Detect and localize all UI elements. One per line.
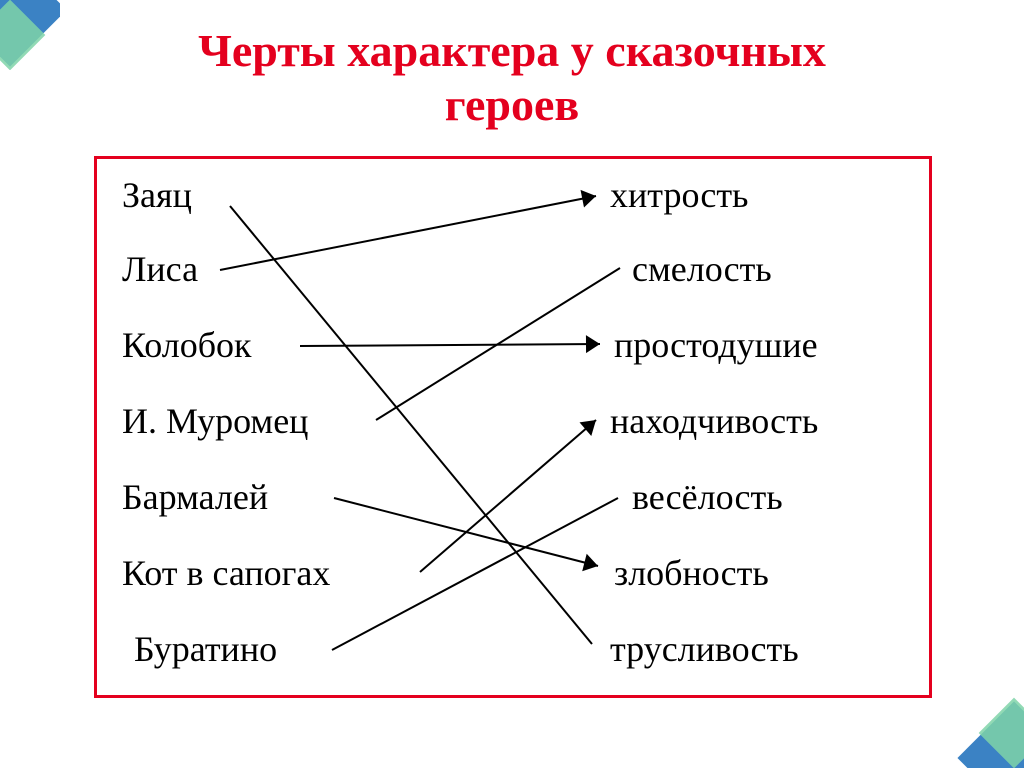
left-item: Кот в сапогах xyxy=(122,552,330,594)
right-item: хитрость xyxy=(610,174,748,216)
slide-title: Черты характера у сказочныхгероев xyxy=(0,24,1024,132)
left-item: Лиса xyxy=(122,248,198,290)
left-item: Колобок xyxy=(122,324,252,366)
left-item: Заяц xyxy=(122,174,192,216)
left-item: И. Муромец xyxy=(122,400,308,442)
title-line: героев xyxy=(0,78,1024,132)
right-item: злобность xyxy=(614,552,769,594)
left-item: Буратино xyxy=(134,628,277,670)
right-item: весёлость xyxy=(632,476,783,518)
slide: Черты характера у сказочныхгероев Заяц Ли… xyxy=(0,0,1024,768)
right-item: трусливость xyxy=(610,628,799,670)
right-item: находчивость xyxy=(610,400,818,442)
corner-accent-bottom-right xyxy=(954,688,1024,768)
title-line: Черты характера у сказочных xyxy=(0,24,1024,78)
right-item: простодушие xyxy=(614,324,818,366)
left-item: Бармалей xyxy=(122,476,268,518)
right-item: смелость xyxy=(632,248,772,290)
